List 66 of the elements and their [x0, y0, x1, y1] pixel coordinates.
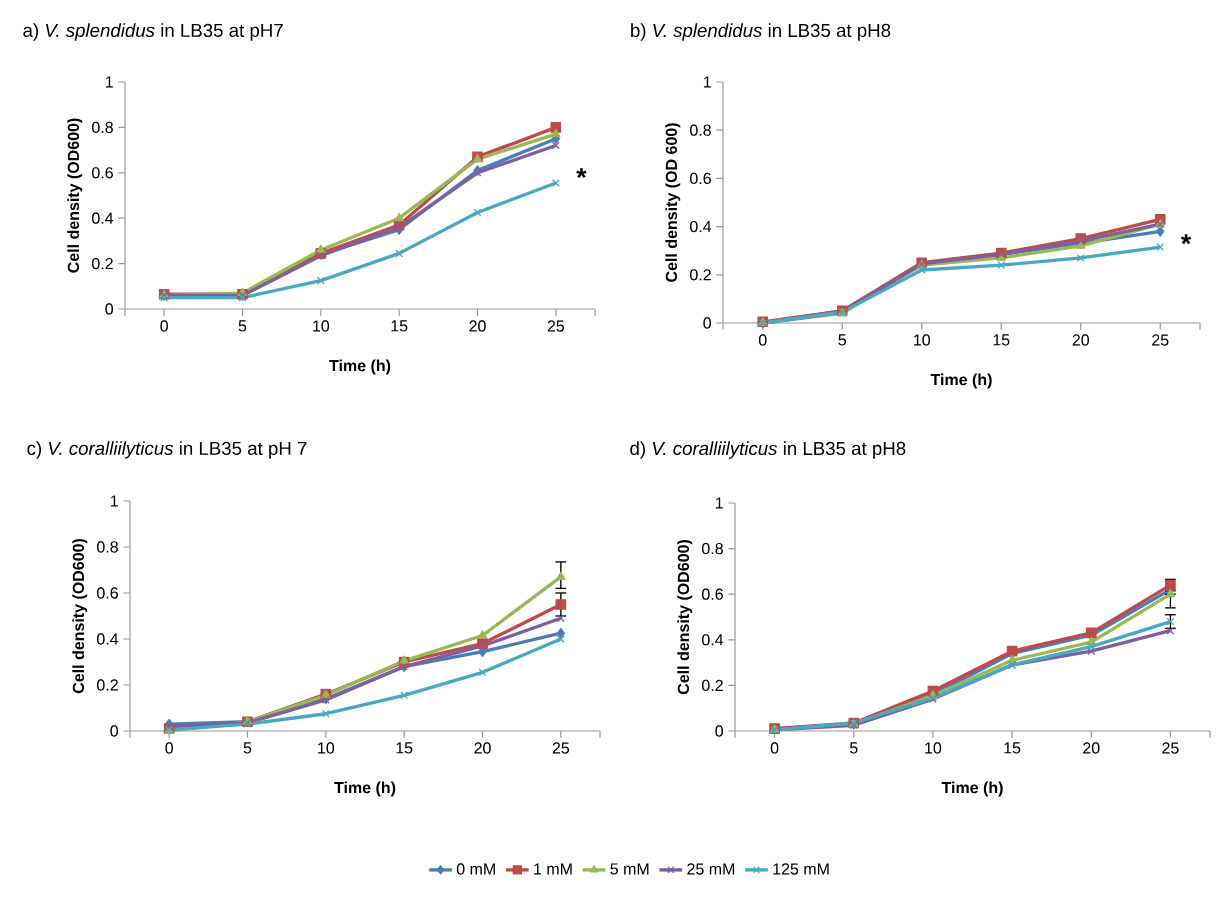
x-tick-label: 25 [552, 742, 570, 754]
x-tick-label: 15 [391, 320, 408, 332]
x-tick-label: 5 [238, 320, 247, 332]
x-tick-label: 0 [770, 742, 779, 754]
y-tick-label: 0.4 [702, 634, 724, 646]
y-axis-title: Cell density (OD600) [67, 118, 83, 273]
legend-label: 125 mM [773, 863, 829, 875]
x-tick-label: 15 [396, 742, 413, 754]
x-tick-label: 10 [318, 742, 335, 754]
legend-label: 0 mM [456, 863, 495, 875]
y-tick-label: 0.8 [92, 121, 113, 134]
y-tick-label: 0.6 [690, 172, 711, 185]
y-tick-label: 0.4 [92, 212, 114, 224]
x-tick-label: 15 [1004, 742, 1021, 754]
y-tick-label: 0.2 [92, 257, 113, 270]
annotation: * [1180, 234, 1192, 245]
legend-label: 25 mM [687, 863, 735, 875]
y-tick-label: 0.8 [690, 124, 711, 136]
x-tick-label: 25 [547, 320, 565, 332]
y-tick-label: 0.6 [97, 587, 118, 599]
y-tick-label: 0.4 [97, 633, 119, 645]
annotation: * [576, 168, 587, 179]
y-tick-label: 0.8 [97, 541, 118, 553]
y-tick-label: 0.8 [702, 542, 723, 555]
x-axis-title: Time (h) [930, 373, 992, 389]
chart-title: b) V. splendidus in LB35 at pH8 [631, 23, 891, 41]
y-tick-label: 1 [105, 76, 113, 88]
x-tick-label: 20 [474, 742, 491, 754]
legend-label: 1 mM [534, 863, 572, 875]
x-tick-label: 10 [914, 334, 931, 346]
y-tick-label: 0.2 [97, 679, 118, 691]
x-tick-label: 20 [1083, 742, 1100, 754]
x-tick-label: 5 [849, 742, 858, 754]
x-tick-label: 15 [993, 334, 1010, 346]
y-tick-label: 0.6 [92, 167, 113, 179]
x-tick-label: 5 [243, 742, 252, 754]
x-tick-label: 25 [1162, 742, 1179, 754]
x-tick-label: 0 [160, 320, 168, 332]
y-tick-label: 0 [715, 725, 724, 737]
y-axis-title: Cell density (OD600) [72, 539, 88, 694]
y-axis-title: Cell density (OD600) [677, 540, 693, 695]
x-tick-label: 10 [313, 320, 330, 332]
x-tick-label: 0 [165, 742, 173, 754]
x-tick-label: 5 [838, 334, 847, 346]
x-tick-label: 10 [925, 742, 942, 754]
y-tick-label: 1 [715, 497, 723, 509]
y-axis-title: Cell density (OD 600) [665, 123, 681, 282]
x-tick-label: 0 [758, 334, 767, 346]
y-tick-label: 0 [110, 725, 119, 737]
y-tick-label: 0.2 [702, 679, 723, 692]
x-tick-label: 25 [1152, 334, 1169, 346]
y-tick-label: 1 [110, 495, 118, 507]
x-axis-title: Time (h) [329, 359, 391, 375]
chart-title: a) V. splendidus in LB35 at pH7 [23, 23, 283, 41]
x-tick-label: 20 [469, 320, 486, 332]
x-tick-label: 20 [1072, 334, 1090, 346]
y-tick-label: 0.4 [690, 220, 712, 233]
x-axis-title: Time (h) [334, 781, 396, 797]
chart-title: d) V. coralliilyticus in LB35 at pH8 [630, 441, 906, 459]
legend-label: 5 mM [610, 863, 649, 875]
chart-title: c) V. coralliilyticus in LB35 at pH 7 [27, 441, 307, 459]
y-tick-label: 0 [105, 303, 114, 315]
y-tick-label: 1 [703, 76, 711, 88]
x-axis-title: Time (h) [941, 781, 1003, 797]
y-tick-label: 0.6 [702, 588, 723, 600]
y-tick-label: 0.2 [690, 269, 711, 281]
